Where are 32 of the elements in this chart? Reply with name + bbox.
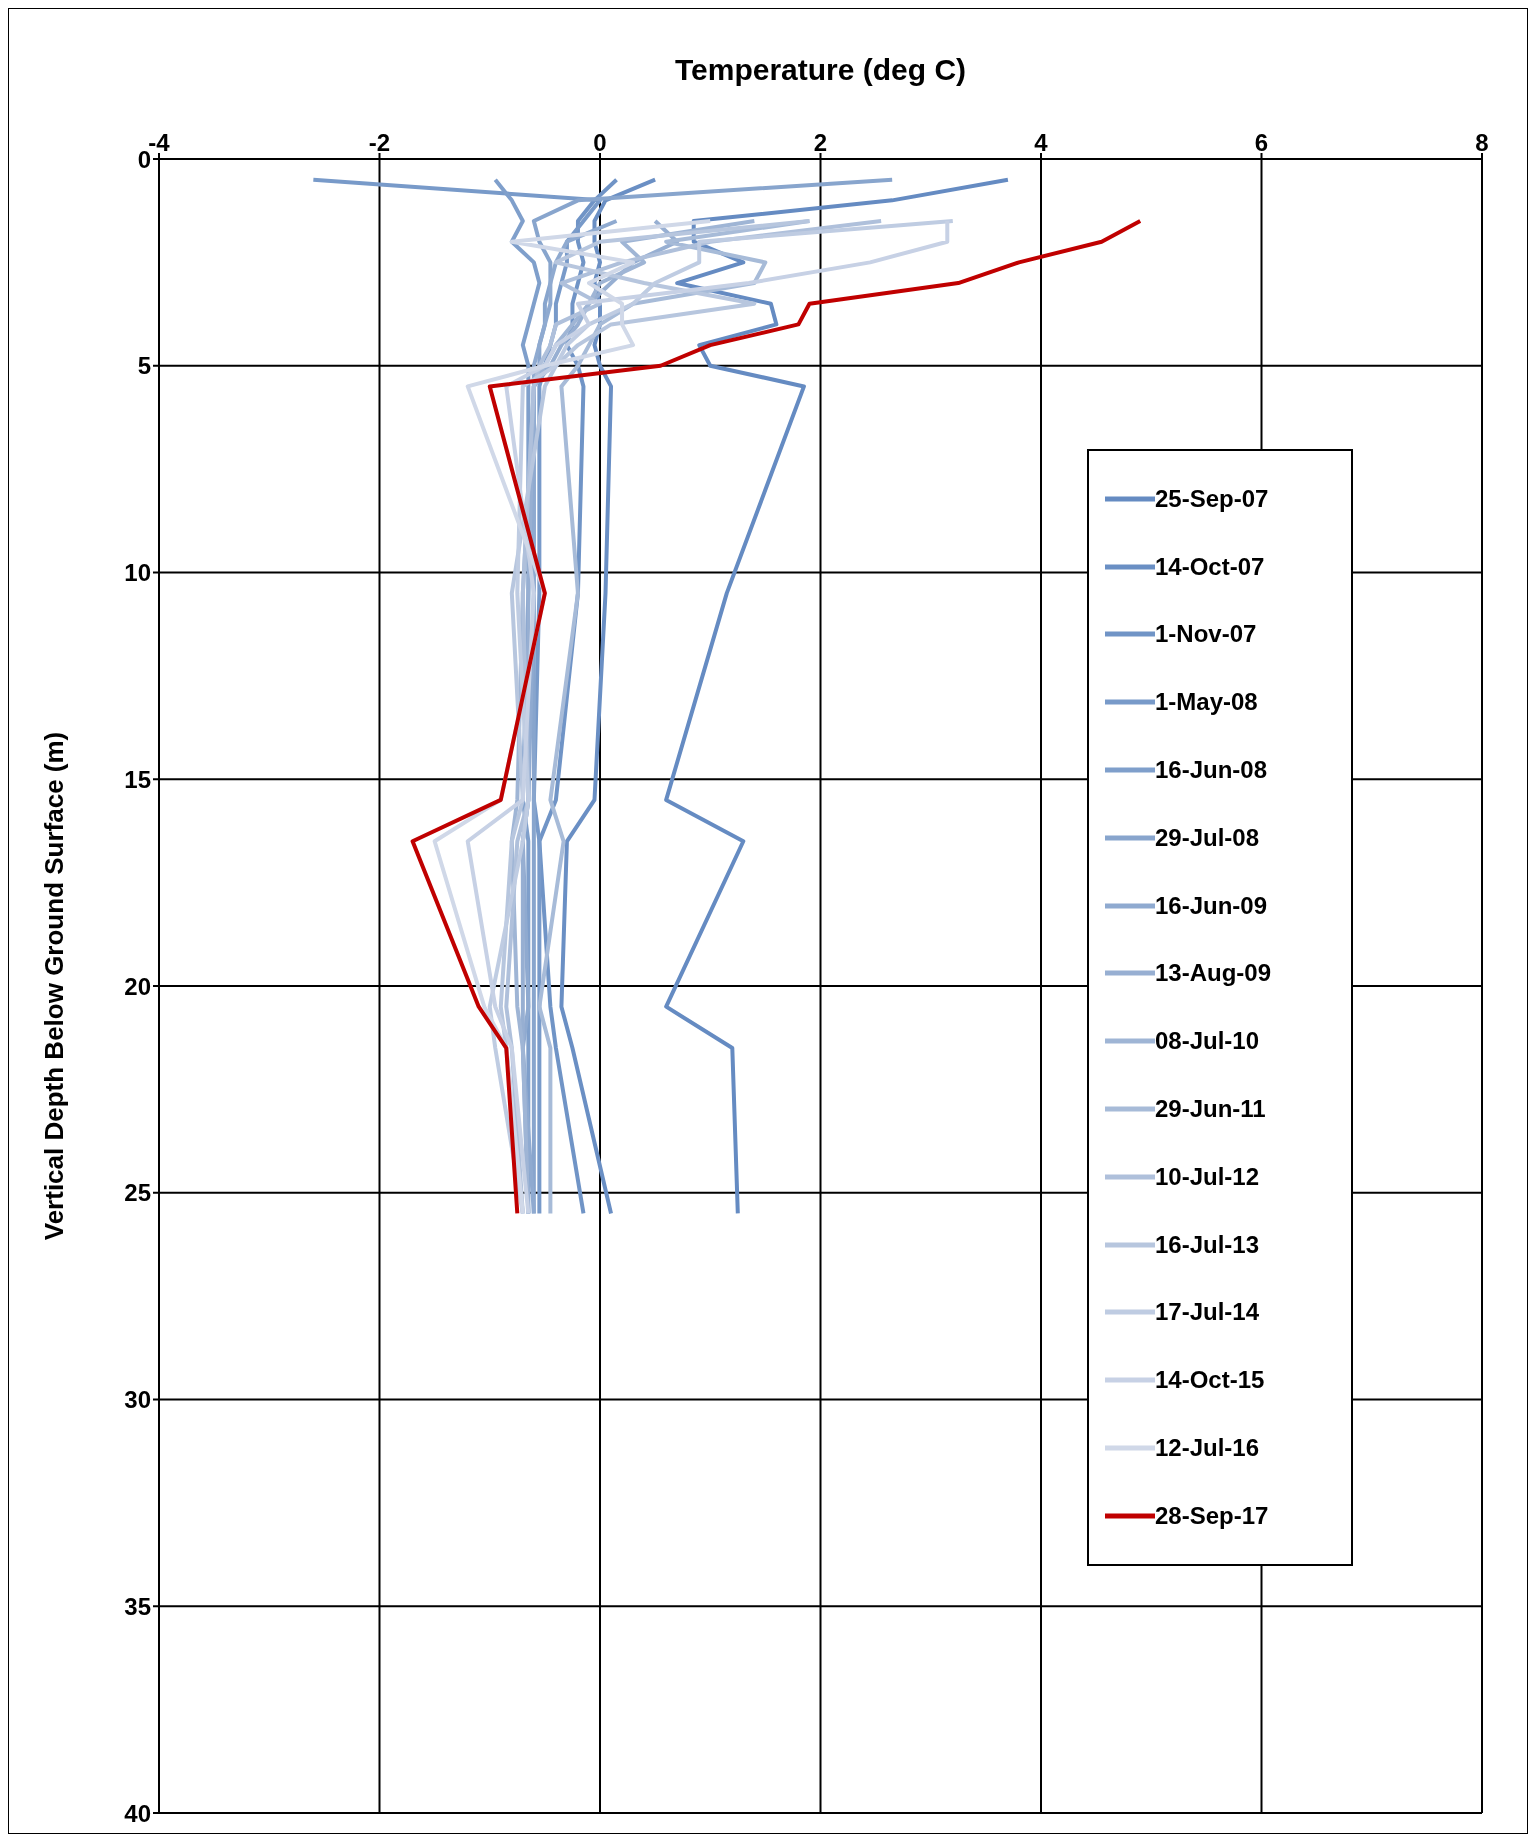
legend-label: 25-Sep-07 — [1155, 484, 1269, 513]
legend-label: 1-May-08 — [1155, 688, 1258, 717]
x-axis-title: Temperature (deg C) — [674, 53, 967, 87]
x-tick-label: 8 — [1475, 129, 1489, 156]
y-tick-label: 15 — [124, 765, 151, 793]
y-tick-label: 30 — [124, 1386, 151, 1414]
y-tick-label: 40 — [124, 1799, 151, 1827]
legend-label: 10-Jul-12 — [1155, 1162, 1260, 1191]
legend-label: 1-Nov-07 — [1155, 620, 1257, 649]
legend-label: 12-Jul-16 — [1155, 1434, 1260, 1463]
legend-label: 14-Oct-07 — [1155, 552, 1265, 581]
x-tick-label: 0 — [593, 129, 607, 156]
x-tick-label: 4 — [1034, 129, 1049, 156]
y-tick-label: 35 — [124, 1592, 151, 1620]
legend-label: 29-Jul-08 — [1155, 823, 1260, 852]
y-axis-title: Vertical Depth Below Ground Surface (m) — [39, 731, 70, 1241]
y-tick-label: 20 — [124, 972, 151, 1000]
x-tick-label: 2 — [813, 129, 828, 156]
legend-label: 17-Jul-14 — [1155, 1298, 1260, 1327]
legend-label: 16-Jun-09 — [1155, 891, 1268, 920]
x-tick-label: 6 — [1254, 129, 1269, 156]
legend-label: 28-Sep-17 — [1155, 1501, 1269, 1530]
y-tick-label: 5 — [137, 352, 151, 380]
y-tick-label: 25 — [124, 1179, 151, 1207]
legend-label: 29-Jun-11 — [1155, 1095, 1266, 1124]
x-tick-label: -2 — [368, 129, 391, 156]
legend-label: 08-Jul-10 — [1155, 1027, 1260, 1056]
legend-label: 16-Jun-08 — [1155, 756, 1268, 785]
legend-label: 14-Oct-15 — [1155, 1366, 1265, 1395]
y-tick-label: 10 — [124, 559, 151, 587]
legend-label: 16-Jul-13 — [1155, 1230, 1260, 1259]
legend-label: 13-Aug-09 — [1155, 959, 1272, 988]
